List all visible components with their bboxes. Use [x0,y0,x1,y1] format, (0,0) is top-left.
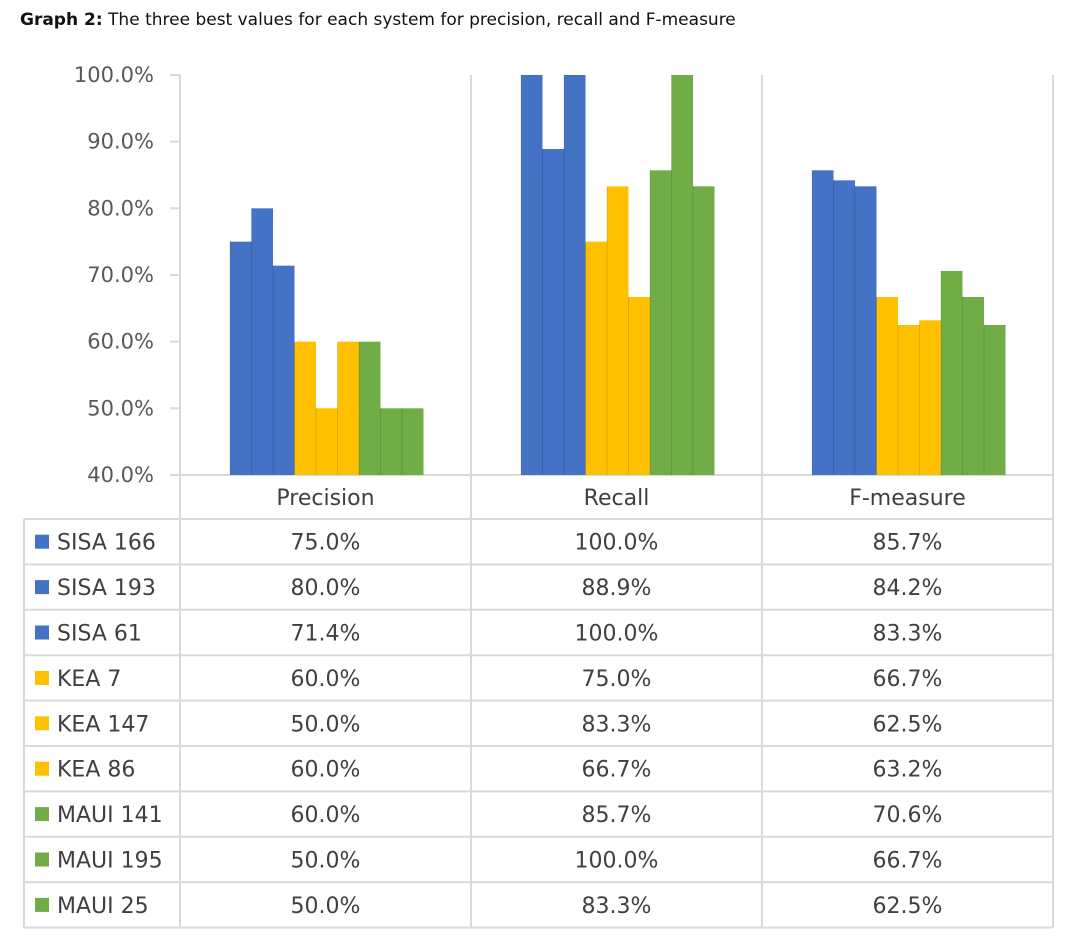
cell-kea-7-f-measure: 66.7% [873,667,943,692]
cell-kea-86-precision: 60.0% [291,758,361,783]
cell-kea-147-f-measure: 62.5% [873,712,943,737]
series-name-maui-25: MAUI 25 [57,894,149,919]
cell-kea-147-recall: 83.3% [582,712,652,737]
bar-sisa-166-f-measure [812,170,834,476]
y-tick-label: 50.0% [87,396,154,420]
bar-sisa-166-recall [521,75,543,475]
y-tick-label: 90.0% [87,130,154,154]
cell-sisa-166-recall: 100.0% [575,531,659,556]
cell-maui-141-f-measure: 70.6% [873,803,943,828]
series-name-kea-86: KEA 86 [57,758,135,783]
legend-key-kea-7 [35,670,49,685]
cell-maui-141-precision: 60.0% [291,803,361,828]
y-tick-label: 70.0% [87,263,154,287]
series-name-sisa-193: SISA 193 [57,576,156,601]
legend-key-sisa-61 [35,625,49,640]
category-label-precision: Precision [276,486,374,511]
caption-label: Graph 2: [20,10,103,30]
cell-maui-25-precision: 50.0% [291,894,361,919]
bar-sisa-61-precision [273,265,295,475]
cell-kea-147-precision: 50.0% [291,712,361,737]
series-name-sisa-61: SISA 61 [57,622,142,647]
series-name-maui-141: MAUI 141 [57,803,163,828]
category-label-f-measure: F-measure [849,486,966,511]
cell-kea-86-f-measure: 63.2% [873,758,943,783]
cell-maui-195-precision: 50.0% [291,849,361,874]
legend-key-maui-25 [35,897,49,912]
bar-sisa-193-f-measure [833,180,855,476]
bar-kea-147-f-measure [898,325,920,475]
legend-key-sisa-166 [35,534,49,549]
cell-sisa-193-recall: 88.9% [582,576,652,601]
y-tick-label: 40.0% [87,463,154,487]
cell-sisa-193-precision: 80.0% [291,576,361,601]
legend-key-maui-141 [35,807,49,822]
bar-sisa-193-recall [542,149,564,475]
bar-maui-141-precision [359,341,381,475]
cell-maui-25-recall: 83.3% [582,894,652,919]
series-name-kea-147: KEA 147 [57,712,149,737]
bar-maui-25-f-measure [984,325,1006,475]
series-name-kea-7: KEA 7 [57,667,121,692]
bar-maui-25-precision [402,408,424,475]
bar-maui-195-f-measure [962,297,984,475]
bar-kea-147-recall [607,186,629,476]
data-table: SISA 166 75.0% 100.0% 85.7% SISA 193 80.0% 88.… [35,531,942,919]
legend-key-maui-195 [35,852,49,867]
cell-sisa-61-precision: 71.4% [291,622,361,647]
cell-maui-195-f-measure: 66.7% [873,849,943,874]
cell-kea-7-precision: 60.0% [291,667,361,692]
bar-maui-195-recall [671,75,693,475]
bar-kea-147-precision [316,408,338,475]
bar-kea-86-recall [628,297,650,475]
caption-text: The three best values for each system fo… [108,10,736,30]
legend-key-sisa-193 [35,580,49,595]
cell-maui-25-f-measure: 62.5% [873,894,943,919]
series-name-maui-195: MAUI 195 [57,849,163,874]
figure-caption: Graph 2: The three best values for each … [20,10,736,30]
cell-kea-86-recall: 66.7% [582,758,652,783]
cell-sisa-61-recall: 100.0% [575,622,659,647]
cell-sisa-61-f-measure: 83.3% [873,622,943,647]
bar-kea-86-f-measure [919,320,941,475]
bar-maui-25-recall [693,186,715,476]
series-name-sisa-166: SISA 166 [57,531,156,556]
legend-key-kea-147 [35,716,49,731]
y-tick-label: 80.0% [87,196,154,220]
bar-sisa-61-f-measure [855,186,877,476]
y-tick-label: 60.0% [87,330,154,354]
bar-maui-141-f-measure [941,271,963,475]
table-grid-lines [23,75,1054,929]
bar-kea-7-f-measure [876,297,898,475]
bar-sisa-61-recall [564,75,586,475]
cell-sisa-193-f-measure: 84.2% [873,576,943,601]
bar-maui-141-recall [650,170,672,476]
bar-maui-195-precision [380,408,402,475]
cell-sisa-166-f-measure: 85.7% [873,531,943,556]
bar-kea-7-recall [585,241,607,475]
category-labels: Precision Recall F-measure [276,486,965,511]
y-axis-ticks: 40.0% 50.0% 60.0% 70.0% 80.0% 90.0% 100.0% [74,63,180,487]
cell-maui-141-recall: 85.7% [582,803,652,828]
bar-sisa-193-precision [251,208,273,476]
bar-kea-7-precision [294,341,316,475]
cell-kea-7-recall: 75.0% [582,667,652,692]
bar-sisa-166-precision [230,241,252,475]
legend-key-kea-86 [35,761,49,776]
bar-kea-86-precision [337,341,359,475]
y-tick-label: 100.0% [74,63,154,87]
cell-maui-195-recall: 100.0% [575,849,659,874]
category-label-recall: Recall [584,486,650,511]
bars [229,75,1006,476]
cell-sisa-166-precision: 75.0% [291,531,361,556]
